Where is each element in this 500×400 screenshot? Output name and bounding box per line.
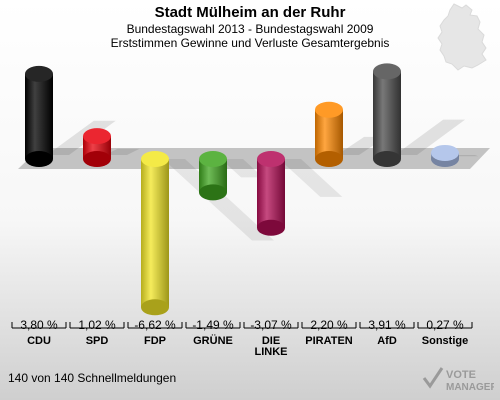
category-bracket xyxy=(243,322,299,329)
category-label-afd: AfD xyxy=(377,335,397,347)
bar-spd xyxy=(83,128,140,167)
bar-bottom-cap xyxy=(199,184,227,201)
category-bracket xyxy=(359,322,415,329)
bar-bottom-cap xyxy=(141,299,169,316)
category-label-cdu: CDU xyxy=(27,335,51,347)
chart-title: Stadt Mülheim an der Ruhr xyxy=(154,4,346,21)
votemanager-logo: VOTE MANAGER xyxy=(422,367,494,393)
bar-body xyxy=(25,73,53,159)
bar-afd xyxy=(373,63,466,167)
bar-gruene xyxy=(199,151,264,201)
category-labels: CDU SPD FDP GRÜNE DIE LINKE PIRATEN AfD S… xyxy=(0,336,500,370)
bar-body xyxy=(141,159,169,308)
chart-subtitle: Bundestagswahl 2013 - Bundestagswahl 200… xyxy=(126,22,374,36)
bar-shadow xyxy=(163,159,274,241)
bar-body xyxy=(373,71,401,159)
checkmark-icon xyxy=(422,367,444,389)
bar-bottom-cap xyxy=(373,151,401,167)
bar-chart xyxy=(11,63,490,329)
bar-top-cap xyxy=(257,151,285,167)
bar-shadow xyxy=(279,159,343,197)
logo-text-manager: MANAGER xyxy=(446,382,494,393)
category-label-spd: SPD xyxy=(85,335,109,347)
bar-shadow xyxy=(105,148,140,155)
bar-shadow xyxy=(453,155,479,157)
category-bracket xyxy=(127,322,183,329)
footer-status: 140 von 140 Schnellmeldungen xyxy=(8,371,177,385)
bar-top-cap xyxy=(199,151,227,167)
bar-body xyxy=(257,159,285,228)
bar-top-cap xyxy=(373,63,401,80)
germany-map-icon xyxy=(437,3,487,71)
bar-bottom-cap xyxy=(25,151,53,167)
bar-bottom-cap xyxy=(315,151,343,167)
bar-top-cap xyxy=(25,65,53,82)
category-bracket xyxy=(417,322,473,329)
bar-top-cap xyxy=(315,101,343,118)
value-label-fdp: -6,62 % xyxy=(134,318,176,332)
value-label-linke: -3,07 % xyxy=(250,318,292,332)
chart-description: Erststimmen Gewinne und Verluste Gesamte… xyxy=(110,36,390,50)
value-label-gruene: -1,49 % xyxy=(192,318,234,332)
value-label-cdu: 3,80 % xyxy=(20,318,58,332)
value-label-piraten: 2,20 % xyxy=(310,318,348,332)
chart-header: Stadt Mülheim an der Ruhr Bundestagswahl… xyxy=(0,4,500,50)
value-label-afd: 3,91 % xyxy=(368,318,406,332)
zero-baseline xyxy=(18,148,490,169)
category-bracket xyxy=(11,322,67,329)
bar-body xyxy=(315,109,343,159)
value-labels: 3,80 % 1,02 % -6,62 % -1,49 % -3,07 % 2,… xyxy=(0,318,500,338)
bar-top-cap xyxy=(141,151,169,167)
value-label-spd: 1,02 % xyxy=(78,318,116,332)
bar-top-cap xyxy=(431,144,459,161)
bar-bottom-cap xyxy=(83,151,111,167)
bar-shadow xyxy=(221,159,264,178)
bar-sonstige xyxy=(431,144,479,167)
category-label-piraten: PIRATEN xyxy=(305,335,353,347)
category-bracket xyxy=(301,322,357,329)
bar-linke xyxy=(257,151,343,236)
bar-bottom-cap xyxy=(257,219,285,236)
category-label-sonstige: Sonstige xyxy=(421,335,469,347)
logo-text-vote: VOTE xyxy=(446,369,476,381)
category-bracket xyxy=(185,322,241,329)
value-label-sonstige: 0,27 % xyxy=(426,318,464,332)
category-label-fdp: FDP xyxy=(144,335,166,347)
category-label-gruene: GRÜNE xyxy=(193,335,233,347)
bar-shadow xyxy=(395,119,466,155)
category-bracket xyxy=(69,322,125,329)
bar-fdp xyxy=(141,151,274,316)
bar-top-cap xyxy=(83,128,111,145)
category-label-linke: DIE LINKE xyxy=(254,335,288,358)
